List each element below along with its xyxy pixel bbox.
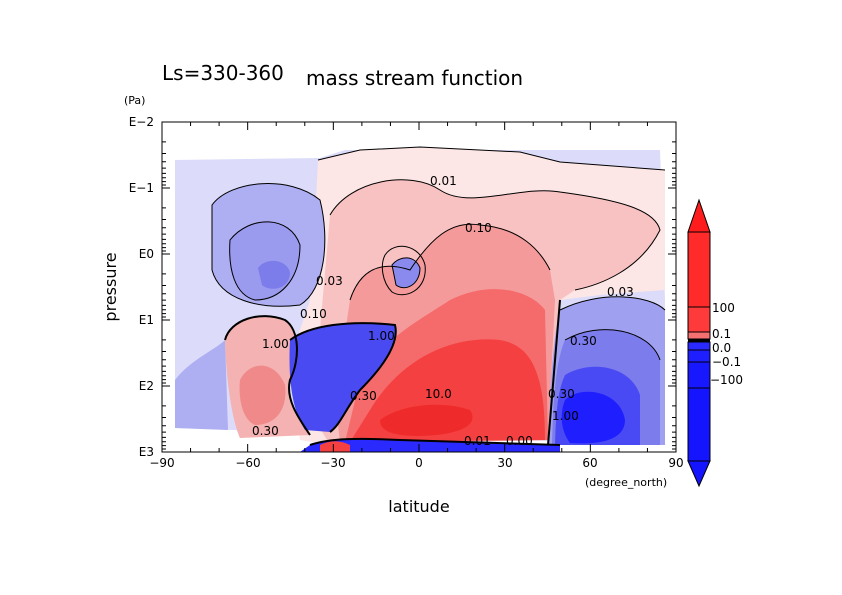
x-unit: (degree_north) <box>585 476 667 489</box>
x-axis-label: latitude <box>388 497 449 516</box>
contour-label: 0.10 <box>300 307 327 321</box>
chart-title: mass stream function <box>306 66 523 90</box>
colorbar-extend-min <box>687 460 711 488</box>
contour-label: 1.00 <box>368 329 395 343</box>
y-tick-label: E2 <box>139 379 154 393</box>
x-tick-label: 30 <box>497 456 512 470</box>
region-neg-bottom <box>300 438 560 452</box>
contour-labels: 0.01 0.10 0.03 0.30 10.0 1.00 0.10 0.30 … <box>252 174 634 448</box>
region-neg-mid <box>289 323 396 432</box>
contour-label: 10.0 <box>425 387 452 401</box>
contour-label: 0.00 <box>506 434 533 448</box>
subtitle: Ls=330-360 <box>162 61 284 85</box>
contour-label: 0.01 <box>464 434 491 448</box>
colorbar-label: −100 <box>710 373 743 387</box>
axis-ticks <box>161 121 677 452</box>
x-tick-label: 0 <box>415 456 423 470</box>
y-tick-labels: E−2 E−1 E0 E1 E2 E3 <box>129 115 154 459</box>
y-unit: (Pa) <box>124 94 145 107</box>
x-tick-labels: −90 −60 −30 0 30 60 90 <box>149 456 683 470</box>
colorbar-extend-max <box>687 198 711 233</box>
x-tick-label: 60 <box>582 456 597 470</box>
region-pos-6 <box>380 404 473 436</box>
x-tick-label: −60 <box>235 456 260 470</box>
region-neg-right-core <box>561 391 625 444</box>
colorbar: 100 0.1 0.0 −0.1 −100 <box>687 198 743 488</box>
colorbar-label: 0.1 <box>712 327 731 341</box>
x-tick-label: −90 <box>149 456 174 470</box>
contour-label: 0.03 <box>607 285 634 299</box>
y-tick-label: E−2 <box>129 115 154 129</box>
y-tick-label: E0 <box>139 247 154 261</box>
y-axis-label: pressure <box>101 252 120 321</box>
contour-label: 0.30 <box>570 334 597 348</box>
contour-label: 0.01 <box>430 174 457 188</box>
contour-label: 1.00 <box>552 409 579 423</box>
contour-label: 0.30 <box>548 387 575 401</box>
x-tick-label: −30 <box>320 456 345 470</box>
region-neg-side <box>175 340 228 430</box>
y-tick-label: E3 <box>139 445 154 459</box>
contour-label: 1.00 <box>262 337 289 351</box>
contour-fill <box>175 147 665 452</box>
contour-label: 0.30 <box>350 389 377 403</box>
tick-marks <box>161 121 677 452</box>
colorbar-label: 0.0 <box>712 341 731 355</box>
y-tick-label: E−1 <box>129 181 154 195</box>
contour-label: 0.10 <box>465 221 492 235</box>
contour-label: 0.03 <box>316 274 343 288</box>
colorbar-label: 100 <box>712 301 735 315</box>
y-tick-label: E1 <box>139 313 154 327</box>
colorbar-label: −0.1 <box>712 355 741 369</box>
region-neg-left-3 <box>258 260 290 289</box>
contour-label: 0.30 <box>252 424 279 438</box>
contour-lines <box>211 146 666 446</box>
region-pos-left-2 <box>239 365 286 425</box>
x-tick-label: 90 <box>668 456 683 470</box>
region-pos-bottom <box>320 441 350 452</box>
